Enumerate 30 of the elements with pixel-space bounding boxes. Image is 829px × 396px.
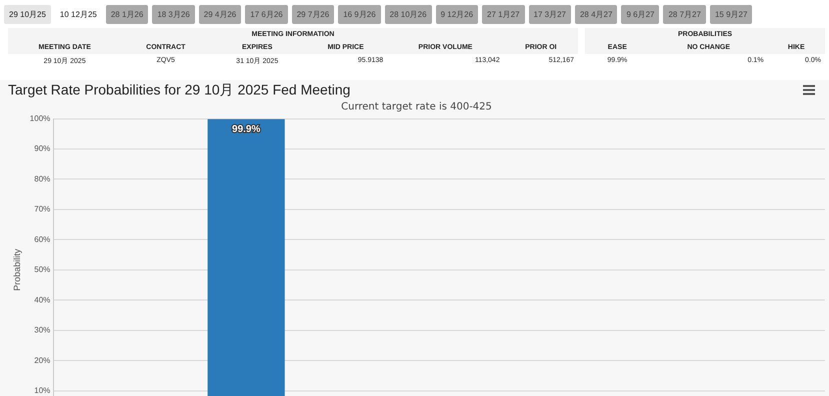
- y-tick-label: 70%: [34, 204, 50, 214]
- chart-title: Target Rate Probabilities for 29 10月 2025 Fed Meeting: [8, 81, 350, 98]
- text: 17 6月26: [245, 5, 288, 24]
- text: 29 4月26: [198, 5, 242, 24]
- text: 15 9月27: [710, 5, 752, 24]
- text: 28 4月27: [574, 5, 618, 24]
- text: 9 6月27: [621, 5, 660, 24]
- y-axis-title: Probability: [12, 248, 22, 291]
- text: 18 3月26: [152, 5, 195, 24]
- y-tick-label: 10%: [34, 386, 50, 395]
- data-label: 99.9%: [232, 124, 260, 135]
- y-tick-label: 40%: [34, 295, 50, 304]
- text: 16 9月26: [338, 5, 381, 24]
- text: 28 7月27: [663, 5, 706, 24]
- y-tick-label: 60%: [34, 234, 50, 244]
- text: 28 10月26: [384, 5, 432, 24]
- y-tick-label: 90%: [34, 144, 50, 154]
- y-tick-label: 30%: [34, 326, 50, 335]
- text: 29 10月25: [4, 5, 51, 24]
- text: 10 12月25: [54, 5, 102, 24]
- y-tick-label: 20%: [34, 356, 50, 365]
- text: 27 1月27: [482, 5, 525, 24]
- y-tick-label: 100%: [30, 114, 50, 124]
- text: 28 1月26: [106, 5, 148, 24]
- y-tick-label: 80%: [34, 174, 50, 184]
- text: 29 7月26: [292, 5, 334, 24]
- text: 17 3月27: [528, 5, 571, 24]
- text: 9 12月26: [436, 5, 478, 24]
- y-tick-label: 50%: [34, 265, 50, 274]
- chart-subtitle: Current target rate is 400-425: [341, 101, 492, 112]
